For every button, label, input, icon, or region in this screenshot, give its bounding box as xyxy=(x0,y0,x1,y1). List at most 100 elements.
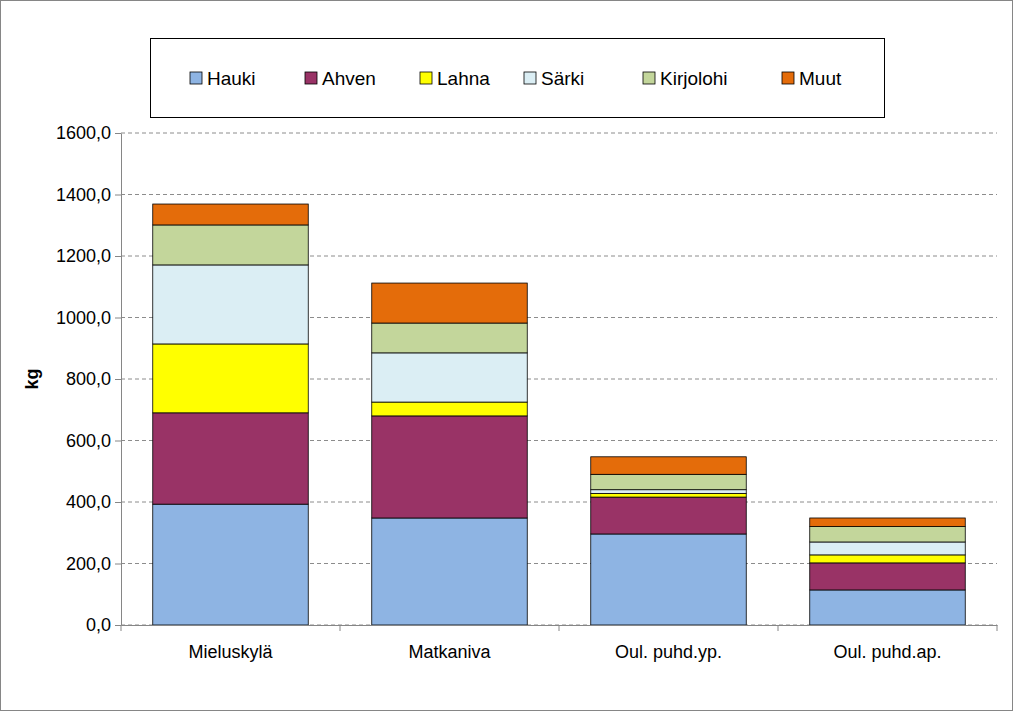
y-axis: 0,0 200,0 400,0 600,0 800,0 1000,0 1200,0 1400,… xyxy=(56,123,122,635)
tick: 1600,0 xyxy=(56,123,121,143)
legend-item: Ahven xyxy=(305,68,376,89)
tick-label: 1200,0 xyxy=(56,246,111,266)
bar xyxy=(810,563,965,590)
tick: 800,0 xyxy=(66,369,121,389)
legend-label: Kirjolohi xyxy=(660,68,728,89)
category-separator xyxy=(340,625,341,631)
bar xyxy=(153,504,308,625)
bar xyxy=(153,413,308,504)
category-separator xyxy=(559,625,560,631)
bar xyxy=(591,457,746,475)
tick: 400,0 xyxy=(66,492,121,512)
tick: Oul. puhd.yp. xyxy=(615,625,722,662)
bars xyxy=(153,204,965,625)
tick-label: 200,0 xyxy=(66,554,111,574)
tick-label: 600,0 xyxy=(66,431,111,451)
category-separator xyxy=(778,625,779,631)
legend-label: Muut xyxy=(799,68,842,89)
axis-title: kg xyxy=(22,368,42,389)
bar xyxy=(810,527,965,542)
bar xyxy=(810,518,965,527)
grid-line xyxy=(121,194,997,195)
legend-label: Ahven xyxy=(322,68,376,89)
bar xyxy=(810,542,965,555)
bar xyxy=(810,555,965,563)
tick-label: 400,0 xyxy=(66,492,111,512)
tick: Matkaniva xyxy=(408,625,491,662)
tick: 1000,0 xyxy=(56,308,121,328)
legend-swatch xyxy=(782,72,794,84)
bar xyxy=(153,225,308,265)
legend: Hauki Ahven Lahna Särki Kirjolohi Muut xyxy=(151,39,885,118)
tick-label: Oul. puhd.ap. xyxy=(833,642,941,662)
category-separator xyxy=(997,625,998,631)
bar xyxy=(591,493,746,497)
bar xyxy=(591,534,746,625)
series xyxy=(153,504,965,625)
bar xyxy=(372,323,527,353)
legend-item: Kirjolohi xyxy=(643,68,728,89)
legend-item: Lahna xyxy=(420,68,490,89)
tick-mark xyxy=(115,379,121,380)
tick-label: 800,0 xyxy=(66,369,111,389)
bar xyxy=(591,497,746,534)
axis-line xyxy=(121,134,122,626)
legend-item: Särki xyxy=(524,68,584,89)
legend-label: Särki xyxy=(541,68,584,89)
tick: 0,0 xyxy=(86,615,121,635)
chart-border xyxy=(1,1,1013,711)
bar xyxy=(591,490,746,494)
tick-label: Mieluskylä xyxy=(188,642,273,662)
bar xyxy=(591,474,746,489)
legend-swatch xyxy=(420,72,432,84)
tick: 1200,0 xyxy=(56,246,121,266)
series xyxy=(153,265,965,555)
tick: Oul. puhd.ap. xyxy=(833,625,941,662)
legend-item: Hauki xyxy=(190,68,256,89)
legend-label: Hauki xyxy=(207,68,256,89)
tick-mark xyxy=(115,133,121,134)
bar xyxy=(372,402,527,416)
tick-mark xyxy=(115,502,121,503)
bar xyxy=(372,518,527,625)
legend-swatch xyxy=(643,72,655,84)
grid-line xyxy=(121,133,997,134)
tick: 200,0 xyxy=(66,554,121,574)
bar xyxy=(372,416,527,518)
tick: 600,0 xyxy=(66,431,121,451)
bar xyxy=(153,265,308,344)
tick-label: 1000,0 xyxy=(56,308,111,328)
x-axis: Mieluskylä Matkaniva Oul. puhd.yp. Oul. puh… xyxy=(121,625,998,662)
legend-swatch xyxy=(305,72,317,84)
series xyxy=(153,344,965,563)
tick-label: Matkaniva xyxy=(408,642,491,662)
legend-swatch xyxy=(190,72,202,84)
tick-mark xyxy=(115,564,121,565)
tick-mark xyxy=(115,256,121,257)
legend-label: Lahna xyxy=(437,68,490,89)
category-separator xyxy=(121,625,122,631)
series xyxy=(153,225,965,542)
legend-item: Muut xyxy=(782,68,842,89)
tick-label: 1600,0 xyxy=(56,123,111,143)
legend-box xyxy=(151,39,885,118)
bar xyxy=(153,204,308,225)
tick-mark xyxy=(115,195,121,196)
bar xyxy=(810,590,965,625)
tick-mark xyxy=(115,441,121,442)
series xyxy=(153,413,965,590)
tick-mark xyxy=(115,318,121,319)
series xyxy=(153,204,965,527)
bar xyxy=(372,283,527,323)
bar xyxy=(372,353,527,402)
tick: Mieluskylä xyxy=(188,625,273,662)
tick-mark xyxy=(115,625,121,626)
tick: 1400,0 xyxy=(56,185,121,205)
legend-swatch xyxy=(524,72,536,84)
tick-label: Oul. puhd.yp. xyxy=(615,642,722,662)
grid xyxy=(121,133,997,625)
tick-label: 1400,0 xyxy=(56,185,111,205)
tick-label: 0,0 xyxy=(86,615,111,635)
chart: 0,0 200,0 400,0 600,0 800,0 1000,0 1200,0 1400,… xyxy=(0,0,1013,711)
bar xyxy=(153,344,308,413)
